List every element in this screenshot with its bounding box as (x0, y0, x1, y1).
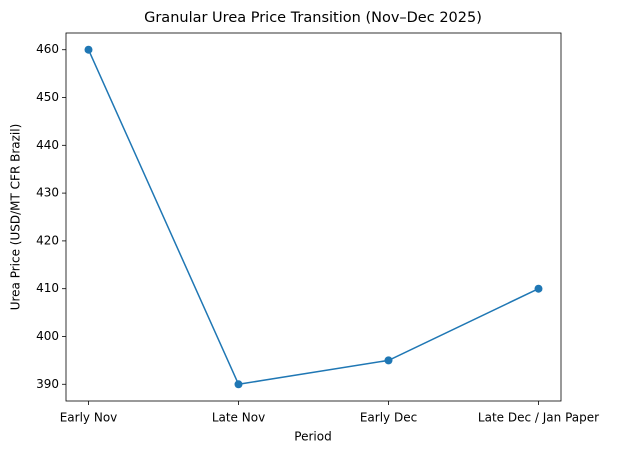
x-axis-label: Period (294, 430, 331, 444)
y-tick-label: 460 (36, 42, 59, 56)
marker (534, 284, 543, 293)
x-tick-label: Early Dec (360, 411, 417, 425)
chart-title: Granular Urea Price Transition (Nov–Dec … (144, 10, 482, 26)
y-tick-label: 440 (36, 138, 59, 152)
plot-frame (65, 32, 562, 402)
line (87, 49, 539, 386)
y-tick-label: 390 (36, 377, 59, 391)
y-tick-label: 410 (36, 281, 59, 295)
y-axis-label: Urea Price (USD/MT CFR Brazil) (9, 124, 23, 311)
y-tick-label: 430 (36, 186, 59, 200)
marker (234, 380, 243, 389)
x-tick-label: Early Nov (60, 411, 118, 425)
y-tick-label: 450 (36, 90, 59, 104)
marker (384, 356, 393, 365)
y-tick-label: 420 (36, 233, 59, 247)
y-tick-label: 400 (36, 329, 59, 343)
x-tick-label: Late Dec / Jan Paper (478, 411, 599, 425)
x-tick-label: Late Nov (212, 411, 265, 425)
marker (84, 45, 93, 54)
